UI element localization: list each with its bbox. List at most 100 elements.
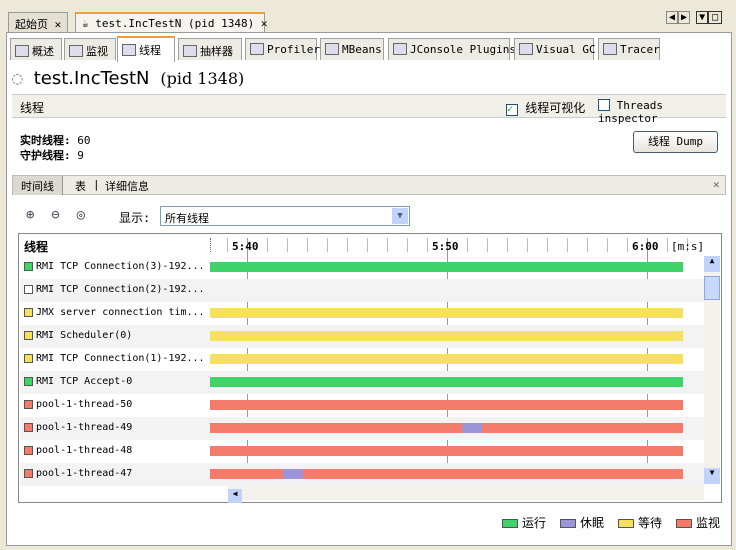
- thread-name: pool-1-thread-48: [36, 445, 133, 456]
- thread-state-bar: [210, 469, 683, 479]
- tab-label: JConsole Plugins: [410, 43, 516, 56]
- zoom-toolbar: ⊕ ⊖ ◎: [26, 207, 85, 223]
- table-row[interactable]: pool-1-thread-48: [20, 440, 704, 463]
- thread-name: RMI TCP Connection(1)-192...: [36, 353, 205, 364]
- tab-visualgc[interactable]: Visual GC: [514, 38, 596, 60]
- column-divider[interactable]: [210, 238, 211, 252]
- horizontal-scrollbar[interactable]: ◀: [228, 486, 704, 503]
- tab-monitor[interactable]: 监视: [64, 38, 116, 60]
- thread-stats: 实时线程: 60 守护线程: 9: [20, 133, 91, 163]
- zoom-fit-icon[interactable]: ◎: [76, 207, 86, 223]
- state-swatch: [24, 331, 33, 340]
- display-label: 显示:: [119, 211, 151, 225]
- sampler-icon: [183, 45, 197, 57]
- table-row[interactable]: RMI Scheduler(0): [20, 325, 704, 348]
- thread-state-bar: [210, 354, 683, 364]
- table-row[interactable]: pool-1-thread-50: [20, 394, 704, 417]
- doc-tab-start[interactable]: 起始页 ✕: [8, 12, 69, 32]
- tab-overview[interactable]: 概述: [10, 38, 62, 60]
- table-row[interactable]: JMX server connection tim...: [20, 302, 704, 325]
- zoom-in-icon[interactable]: ⊕: [26, 207, 35, 223]
- daemon-threads-label: 守护线程:: [20, 149, 71, 162]
- tick-label: 5:50: [432, 240, 459, 253]
- tab-sampler[interactable]: 抽样器: [178, 38, 242, 60]
- close-icon[interactable]: ✕: [54, 18, 62, 31]
- tab-label: test.IncTestN (pid 1348): [95, 17, 255, 30]
- legend-label: 运行: [522, 516, 547, 530]
- scroll-thumb[interactable]: [704, 276, 720, 300]
- tick-mark: [687, 238, 688, 252]
- thread-name: RMI Scheduler(0): [36, 330, 133, 341]
- tick-mark: [507, 238, 508, 252]
- visualgc-icon: [519, 43, 533, 55]
- tab-details[interactable]: 详细信息: [105, 180, 149, 193]
- tab-tracer[interactable]: Tracer: [598, 38, 660, 60]
- thread-state-segment: [283, 469, 303, 479]
- tab-jconsole[interactable]: JConsole Plugins: [388, 38, 516, 60]
- tab-mbeans[interactable]: MBeans: [320, 38, 384, 60]
- close-icon[interactable]: ✕: [713, 178, 720, 191]
- close-icon[interactable]: ✕: [260, 17, 268, 30]
- tick-mark: [647, 238, 648, 498]
- table-row[interactable]: RMI TCP Connection(3)-192...: [20, 256, 704, 279]
- legend-label: 休眠: [580, 516, 605, 530]
- section-title: 线程: [20, 101, 45, 115]
- tick-mark: [487, 238, 488, 252]
- tab-timeline[interactable]: 时间线: [13, 176, 63, 195]
- tab-label: MBeans: [342, 43, 382, 56]
- zoom-out-icon[interactable]: ⊖: [51, 207, 60, 223]
- thread-state-bar: [210, 377, 683, 387]
- chevron-down-icon[interactable]: ▼: [392, 208, 408, 224]
- live-threads-label: 实时线程:: [20, 134, 71, 147]
- scroll-left-icon[interactable]: ◀: [228, 489, 242, 503]
- section-header: 线程 ✓ 线程可视化 Threads inspector: [12, 94, 726, 125]
- tracer-icon: [603, 43, 617, 55]
- state-swatch: [24, 469, 33, 478]
- thread-name: RMI TCP Connection(2)-192...: [36, 284, 205, 295]
- state-swatch: [24, 446, 33, 455]
- overview-icon: [15, 45, 29, 57]
- profiler-icon: [250, 43, 264, 55]
- doc-tab-app[interactable]: ☕ test.IncTestN (pid 1348) ✕: [75, 12, 268, 32]
- legend-swatch: [502, 519, 518, 528]
- tab-label: Tracer: [620, 43, 660, 56]
- scroll-down-icon[interactable]: ▼: [704, 468, 720, 484]
- tick-label: 6:00: [632, 240, 659, 253]
- legend-swatch: [618, 519, 635, 528]
- tick-mark: [267, 238, 268, 252]
- tick-mark: [667, 238, 668, 252]
- table-row[interactable]: RMI TCP Connection(2)-192...: [20, 279, 704, 302]
- display-select[interactable]: 所有线程 ▼: [160, 206, 410, 226]
- thread-state-bar: [210, 446, 683, 456]
- scroll-up-icon[interactable]: ▲: [704, 256, 720, 272]
- tab-threads[interactable]: 线程: [117, 36, 175, 62]
- tick-mark: [447, 238, 448, 498]
- thread-dump-button[interactable]: 线程 Dump: [633, 131, 718, 153]
- tick-mark: [607, 238, 608, 252]
- tick-mark: [367, 238, 368, 252]
- maximize-icon[interactable]: □: [708, 11, 723, 24]
- app-title: test.IncTestN: [33, 68, 150, 89]
- thread-state-bar: [210, 308, 683, 318]
- scroll-left-icon[interactable]: ◀: [666, 11, 679, 24]
- visualize-checkbox[interactable]: ✓ 线程可视化: [506, 99, 585, 116]
- state-swatch: [24, 423, 33, 432]
- tick-mark: [527, 238, 528, 252]
- scroll-right-icon[interactable]: ▶: [678, 11, 691, 24]
- table-row[interactable]: pool-1-thread-49: [20, 417, 704, 440]
- tab-profiler[interactable]: Profiler: [245, 38, 320, 60]
- table-row[interactable]: RMI TCP Connection(1)-192...: [20, 348, 704, 371]
- state-swatch: [24, 354, 33, 363]
- tick-mark: [567, 238, 568, 252]
- time-unit: [m:s]: [671, 240, 705, 253]
- vertical-scrollbar[interactable]: ▲ ▼: [704, 256, 720, 484]
- dropdown-icon[interactable]: ▼: [696, 11, 709, 24]
- table-row[interactable]: pool-1-thread-47: [20, 463, 704, 486]
- thread-column-header: 线程: [24, 240, 49, 254]
- java-icon: ☕: [82, 17, 89, 30]
- tab-table[interactable]: 表: [75, 180, 86, 193]
- inspector-checkbox[interactable]: Threads inspector: [598, 99, 726, 125]
- state-swatch: [24, 400, 33, 409]
- live-threads-value: 60: [77, 134, 91, 147]
- table-row[interactable]: RMI TCP Accept-0: [20, 371, 704, 394]
